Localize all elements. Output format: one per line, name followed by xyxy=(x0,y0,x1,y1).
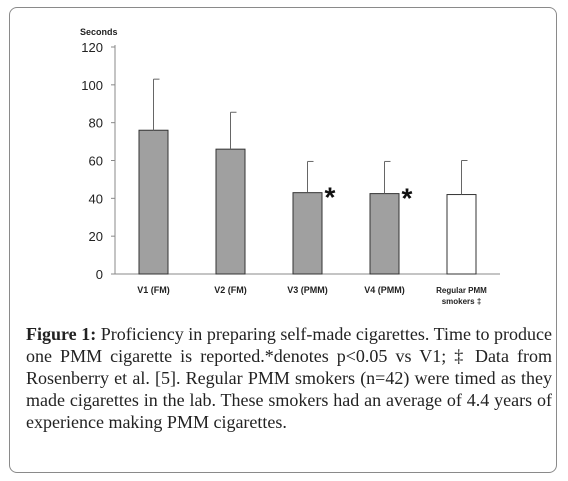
figure-caption: Figure 1: Proficiency in preparing self-… xyxy=(26,323,552,433)
caption-label: Figure 1: xyxy=(26,324,97,344)
figure-frame xyxy=(9,7,557,473)
y-tick-label: 0 xyxy=(96,267,103,282)
y-tick-label: 60 xyxy=(89,154,103,169)
x-tick-label: V1 (FM) xyxy=(137,285,170,295)
y-tick-label: 120 xyxy=(81,40,103,55)
bar xyxy=(446,194,477,275)
y-tick-label: 100 xyxy=(81,78,103,93)
significance-marker: * xyxy=(402,183,413,214)
y-axis-label: Seconds xyxy=(80,27,118,37)
y-tick-label: 40 xyxy=(89,191,103,206)
x-tick-label: smokers ‡ xyxy=(442,297,482,306)
caption-text: Proficiency in preparing self-made cigar… xyxy=(26,324,553,432)
y-tick-label: 20 xyxy=(89,229,103,244)
bar xyxy=(292,192,323,275)
x-tick-label: V4 (PMM) xyxy=(364,285,405,295)
bar xyxy=(215,148,246,275)
bar xyxy=(369,193,400,275)
bar xyxy=(138,129,169,275)
x-tick-label: V2 (FM) xyxy=(214,285,247,295)
significance-marker: * xyxy=(325,182,336,213)
x-tick-labels: V1 (FM) V2 (FM) V3 (PMM) V4 (PMM) Regular PM… xyxy=(137,285,487,306)
x-tick-label: Regular PMM xyxy=(436,286,487,295)
bars: * * xyxy=(138,78,477,275)
y-tick-label: 80 xyxy=(89,116,103,131)
y-ticks: 0 20 40 60 80 100 120 xyxy=(81,40,115,282)
x-tick-label: V3 (PMM) xyxy=(287,285,328,295)
